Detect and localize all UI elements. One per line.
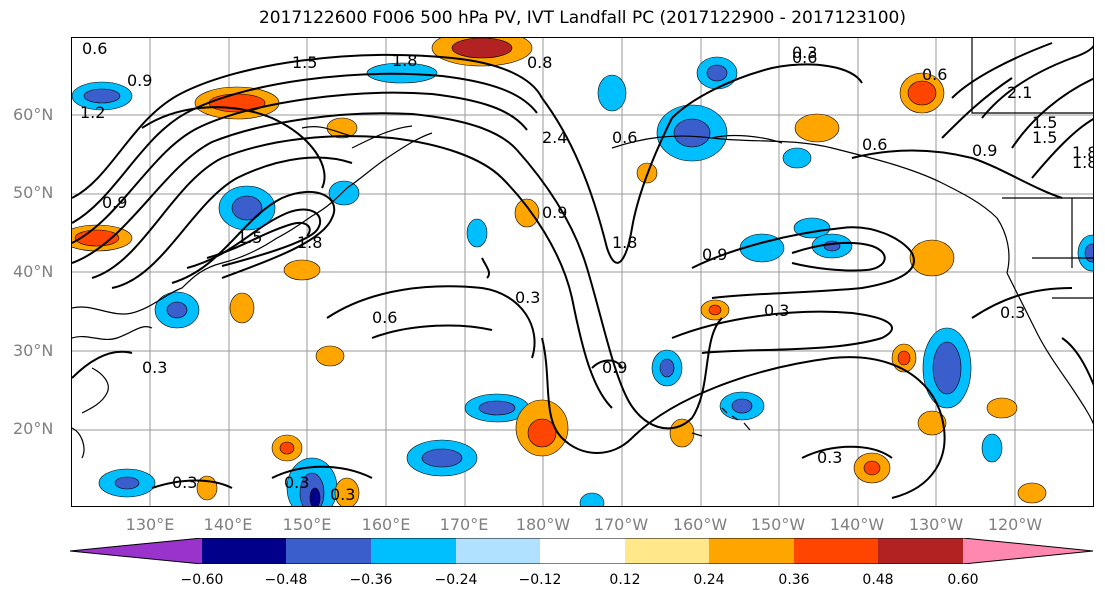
coastlines [72,38,1093,459]
contour-label: 0.9 [127,71,152,90]
colorbar-segment [794,538,878,564]
contour-label: 0.6 [862,135,887,154]
lon-label-170w: 170°W [593,515,649,534]
lon-label-170e: 170°E [439,515,489,534]
map-panel: 0.6 0.9 1.2 1.5 1.8 0.9 1.5 1.8 2.4 0.6 … [71,37,1094,507]
contour-label: 0.3 [515,288,540,307]
contour-label: 1.5 [1032,128,1057,147]
lon-label-140w: 140°W [829,515,885,534]
lat-label-60n: 60°N [13,105,54,124]
contour-label: 0.3 [330,485,355,504]
lon-label-180w: 180°W [515,515,571,534]
lat-label-30n: 30°N [13,341,54,360]
contour-label: 0.3 [764,301,789,320]
lon-label-130e: 130°E [125,515,175,534]
colorbar-segment [202,538,286,564]
colorbar-tick: 0.48 [862,572,894,588]
contour-label: 1.8 [392,51,417,70]
lon-label-150w: 150°W [750,515,806,534]
colorbar-segment [286,538,371,564]
contour-label: 0.9 [702,245,727,264]
contour-label: 2.1 [1007,83,1032,102]
contour-label: 0.3 [142,358,167,377]
contour-label: 1.8 [297,233,322,252]
colorbar-segment [371,538,456,564]
colorbar-segment [456,538,540,564]
colorbar-tick: 0.36 [778,572,810,588]
contour-label: 0.6 [922,65,947,84]
contour-label: 0.6 [612,128,637,147]
colorbar-segment [878,538,963,564]
contour-label: 0.9 [972,141,997,160]
pc-shading [72,38,1093,506]
contour-label: 1.8 [1072,143,1094,162]
pv-contours [72,42,1093,499]
contour-label: 0.3 [172,473,197,492]
lon-label-130w: 130°W [908,515,964,534]
contour-label: 1.5 [292,53,317,72]
colorbar-tick: 0.60 [947,572,979,588]
contour-label: 0.3 [1000,303,1025,322]
contour-label: 0.3 [284,473,309,492]
lat-label-50n: 50°N [13,183,54,202]
contour-label: 1.8 [612,233,637,252]
contour-label: 2.4 [542,128,567,147]
contour-label: 0.6 [372,308,397,327]
contour-label: 0.6 [792,48,817,67]
contour-label: 1.5 [1032,113,1057,132]
map-svg: 0.6 0.9 1.2 1.5 1.8 0.9 1.5 1.8 2.4 0.6 … [72,38,1094,506]
contour-label: 0.9 [102,193,127,212]
colorbar-segment [709,538,794,564]
colorbar [70,538,1094,564]
lat-label-40n: 40°N [13,262,54,281]
lon-label-150e: 150°E [282,515,332,534]
colorbar-extend-low [70,538,202,564]
contour-label: 0.9 [602,358,627,377]
contour-label: 1.8 [1072,153,1094,172]
colorbar-tick: −0.24 [434,572,478,588]
colorbar-tick: 0.12 [609,572,641,588]
contour-labels: 0.6 0.9 1.2 1.5 1.8 0.9 1.5 1.8 2.4 0.6 … [80,39,1094,504]
lon-label-160e: 160°E [361,515,411,534]
colorbar-segment [625,538,709,564]
contour-label: 0.3 [792,43,817,62]
contour-label: 0.8 [527,53,552,72]
map-title: 2017122600 F006 500 hPa PV, IVT Landfall… [258,8,906,28]
lon-label-160w: 160°W [672,515,728,534]
colorbar-tick: −0.60 [180,572,224,588]
lon-label-140e: 140°E [203,515,253,534]
contour-label: 0.6 [82,39,107,58]
lon-label-120w: 120°W [987,515,1043,534]
colorbar-tick: 0.24 [693,572,725,588]
colorbar-extend-high [963,538,1093,564]
contour-label: 0.9 [542,203,567,222]
colorbar-tick: −0.36 [349,572,393,588]
contour-label: 1.2 [80,103,105,122]
colorbar-tick: −0.48 [264,572,308,588]
contour-label: 1.5 [237,228,262,247]
lat-label-20n: 20°N [13,419,54,438]
contour-label: 0.3 [817,448,842,467]
colorbar-tick: −0.12 [518,572,562,588]
colorbar-segment [540,538,625,564]
